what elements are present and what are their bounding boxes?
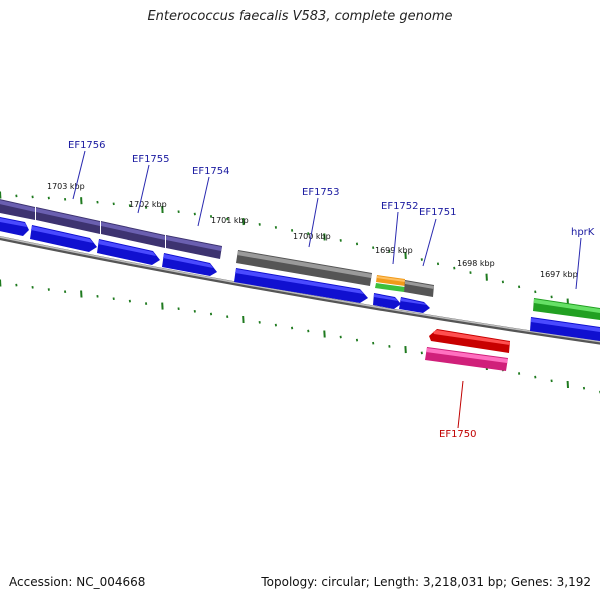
gene-block-ef1751[interactable] — [404, 280, 434, 297]
gene-label-ef1750[interactable]: EF1750 — [439, 429, 477, 440]
gene-block-hprk[interactable] — [533, 298, 600, 320]
tick-label: 1702 kbp — [129, 200, 167, 209]
accession-text: Accession: NC_004668 — [9, 575, 145, 589]
cds-arrow-1[interactable] — [0, 216, 29, 236]
gene-label-ef1754[interactable]: EF1754 — [192, 166, 230, 177]
gene-label-ef1753[interactable]: EF1753 — [302, 187, 340, 198]
gene-label-hprk[interactable]: hprK — [571, 227, 595, 238]
gene-label-ef1756[interactable]: EF1756 — [68, 140, 106, 151]
gene-block-ef1756[interactable] — [0, 198, 35, 220]
gene-label-ef1751[interactable]: EF1751 — [419, 207, 457, 218]
tick-label: 1703 kbp — [47, 182, 85, 191]
topology-text: Topology: circular; Length: 3,218,031 bp… — [261, 575, 591, 589]
gene-label-ef1755[interactable]: EF1755 — [132, 154, 170, 165]
gene-block-ef1752[interactable] — [375, 275, 405, 292]
tick-label: 1697 kbp — [540, 270, 578, 279]
gene-label-ef1752[interactable]: EF1752 — [381, 201, 419, 212]
tick-label: 1698 kbp — [457, 259, 495, 268]
tick-label: 1701 kbp — [211, 216, 249, 225]
